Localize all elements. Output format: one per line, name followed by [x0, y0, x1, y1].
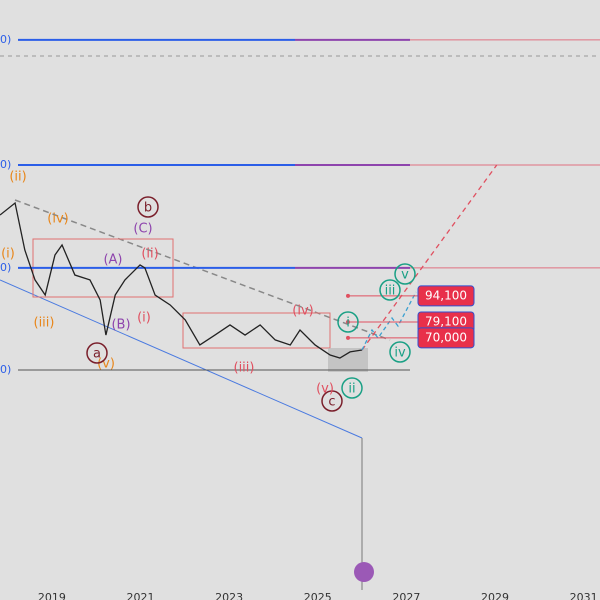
- x-tick-label: 2029: [481, 591, 509, 600]
- level-label: 0): [0, 33, 11, 46]
- icon[interactable]: [354, 562, 374, 582]
- level-label: 0): [0, 158, 11, 171]
- wave-label: (ii): [141, 247, 158, 262]
- wave-label: (A): [103, 253, 122, 268]
- wave-label: (iv): [292, 304, 313, 319]
- wave-label: (v): [316, 382, 334, 397]
- zone: [182, 312, 331, 349]
- wave-circle: [379, 279, 401, 301]
- x-tick-label: 2019: [38, 591, 66, 600]
- wave-circle: [337, 311, 359, 333]
- wave-label: (ii): [9, 170, 26, 185]
- price-tag-label: 94,100: [425, 288, 467, 302]
- wave-label: c: [328, 395, 335, 410]
- wave-circle: [394, 263, 416, 285]
- wave-circle: [321, 390, 343, 412]
- wave-label: (i): [1, 247, 15, 262]
- wave-circle: [389, 341, 411, 363]
- wave-label: (iii): [234, 361, 255, 376]
- x-tick-label: 2031: [570, 591, 598, 600]
- tag-dot: [346, 335, 350, 340]
- tag-dot: [346, 320, 350, 324]
- zigzag: [361, 291, 417, 351]
- wave-circle: [86, 342, 108, 364]
- wave-label: (v): [97, 357, 115, 372]
- x-tick-label: 2021: [126, 591, 154, 600]
- channel-lower: [0, 279, 363, 439]
- level-label: 0): [0, 363, 11, 376]
- wave-circle: [341, 377, 363, 399]
- x-tick-label: 2027: [392, 591, 420, 600]
- price-line: [0, 201, 363, 359]
- wave-label: a: [93, 347, 101, 362]
- wave-label: b: [144, 201, 152, 216]
- x-tick-label: 2023: [215, 591, 243, 600]
- wave-circle: [137, 196, 159, 218]
- zone: [328, 348, 368, 372]
- price-tag: [417, 285, 475, 307]
- wave-label: (iv): [47, 212, 68, 227]
- channel-upper: [14, 199, 391, 341]
- price-tag: [417, 327, 475, 349]
- x-tick-label: 2025: [304, 591, 332, 600]
- projection: [361, 164, 498, 351]
- level-label: 0): [0, 261, 11, 274]
- price-tag-label: 79,100: [425, 315, 467, 329]
- wave-label: (B): [111, 318, 130, 333]
- wave-label: i: [346, 316, 350, 331]
- wave-label: iv: [394, 346, 406, 361]
- wave-label: (i): [137, 311, 151, 326]
- wave-label: v: [401, 268, 409, 283]
- price-tag-label: 70,000: [425, 330, 467, 344]
- tag-dot: [346, 293, 350, 298]
- wave-label: (C): [133, 222, 152, 237]
- wave-label: ii: [348, 382, 355, 397]
- wave-label: iii: [385, 284, 396, 299]
- wave-label: (iii): [34, 316, 55, 331]
